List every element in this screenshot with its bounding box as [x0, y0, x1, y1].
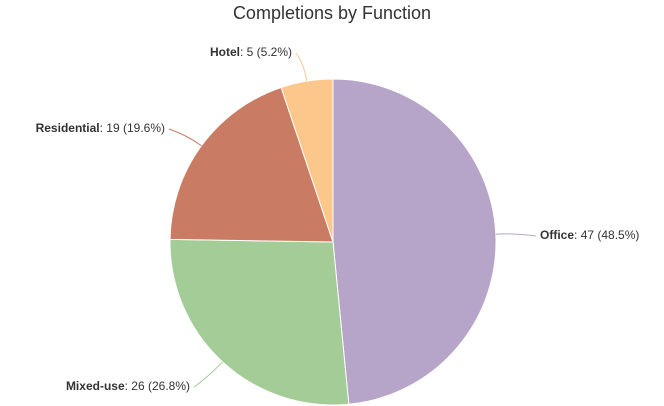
separator: : [125, 379, 132, 393]
connector [495, 233, 537, 237]
data-label: Residential: 19 (19.6%) [36, 121, 165, 135]
data-label: Mixed-use: 26 (26.8%) [66, 379, 190, 393]
separator: : [100, 121, 107, 135]
connector [193, 361, 223, 388]
category-name: Office [540, 228, 574, 242]
value-label: 5 (5.2%) [247, 45, 292, 59]
category-name: Mixed-use [66, 379, 125, 393]
value-label: 19 (19.6%) [106, 121, 165, 135]
connector [168, 128, 202, 147]
category-name: Hotel [210, 45, 240, 59]
value-label: 47 (48.5%) [581, 228, 640, 242]
chart-title: Completions by Function [233, 3, 431, 23]
separator: : [240, 45, 247, 59]
separator: : [574, 228, 581, 242]
pie-slice [332, 78, 497, 405]
category-name: Residential [36, 121, 100, 135]
data-label: Office: 47 (48.5%) [540, 228, 639, 242]
pie-slice [169, 86, 334, 243]
pie-slice [280, 78, 334, 243]
pie-slice [169, 238, 350, 406]
connector [295, 52, 308, 82]
value-label: 26 (26.8%) [131, 379, 190, 393]
data-label: Hotel: 5 (5.2%) [210, 45, 292, 59]
